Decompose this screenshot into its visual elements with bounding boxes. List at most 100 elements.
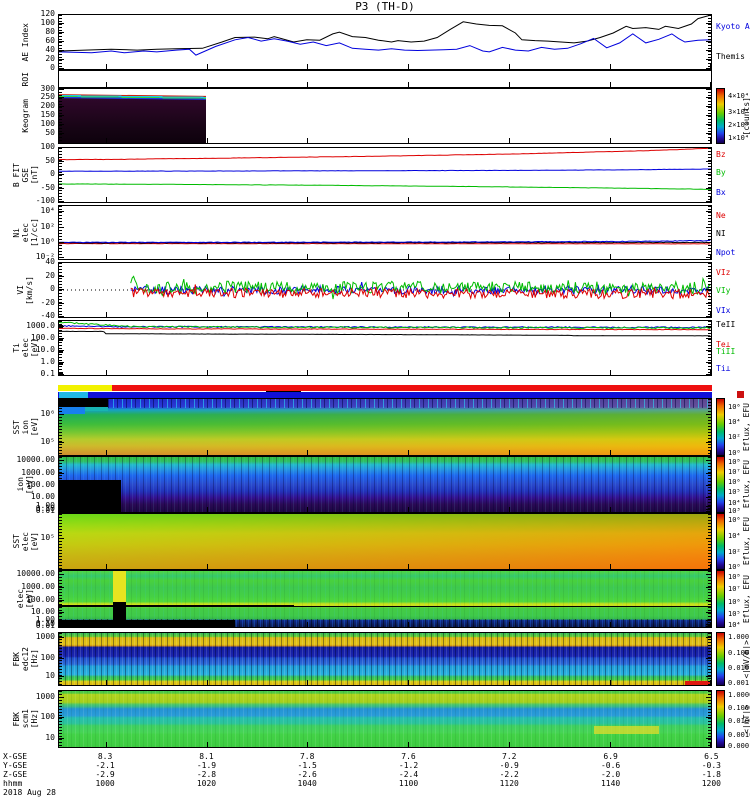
- flag-segment: [58, 392, 712, 398]
- xtick-mark: [710, 742, 712, 747]
- xtick-mark: [408, 622, 410, 627]
- colorbar-tick-label: 2×10⁴: [728, 120, 750, 129]
- ytick-mark: [59, 174, 64, 175]
- colorbar-unit-text: Eflux, EFU: [742, 517, 750, 566]
- ytick-mark: [706, 174, 711, 175]
- ytick-mark: [59, 413, 64, 415]
- axis-value: 6.5: [704, 752, 719, 761]
- ytick-mark: [706, 637, 711, 639]
- xtick-mark: [508, 254, 510, 259]
- sst-electron-spectrogram: [59, 514, 711, 569]
- colorbar-tick-label: 10⁶: [728, 402, 741, 411]
- ytick-mark: [706, 337, 711, 339]
- spectrogram-base: [59, 571, 711, 627]
- ytick-label: 100.0: [30, 332, 55, 342]
- colorbar-unit-text: <|mV/m|>: [742, 639, 750, 679]
- axis-value: -1.9: [196, 761, 217, 770]
- ytick-mark: [59, 716, 64, 718]
- axis-value: 1140: [600, 779, 621, 788]
- ytick-mark: [706, 620, 711, 622]
- ytick-label: 1000.00: [21, 467, 55, 477]
- xtick-mark: [105, 197, 107, 202]
- axis-value: -1.2: [398, 761, 419, 770]
- xtick-mark: [307, 680, 309, 685]
- axis-value: -0.9: [499, 761, 519, 770]
- series-line-teii: [59, 330, 711, 337]
- ytick-mark: [59, 325, 64, 327]
- ytick-mark: [706, 302, 711, 304]
- ytick-label: 10: [45, 671, 55, 681]
- xtick-mark: [408, 450, 410, 455]
- colorbar-tick-label: 10²: [728, 547, 741, 556]
- colorbar-unit-label: <|mV/m|>: [742, 632, 750, 686]
- ytick-mark: [59, 256, 64, 258]
- ytick-mark: [59, 226, 64, 228]
- ytick-mark: [59, 14, 64, 15]
- colorbar-sst-ion: [716, 398, 725, 456]
- ytick-label: -100: [35, 196, 55, 205]
- ytick-mark: [706, 256, 711, 258]
- panel-density: [58, 205, 712, 260]
- series-label-te: Te⊥: [716, 339, 731, 349]
- colorbar-tick-label: 10³: [728, 507, 741, 516]
- ytick-mark: [59, 31, 64, 33]
- data-gap-block: [59, 620, 236, 627]
- series-label-vix: VIx: [716, 306, 731, 316]
- fbk-electric-spectrogram: [59, 633, 711, 685]
- flag-row-config: [58, 385, 712, 391]
- flag-row-mode: [58, 392, 712, 398]
- colorbar-tick-label: 10⁸: [728, 457, 741, 466]
- ytick-mark: [59, 201, 64, 202]
- axis-value: 1020: [196, 779, 217, 788]
- xtick-mark: [105, 138, 107, 143]
- ytick-label: 100: [40, 142, 55, 151]
- series-label-bx: Bx: [716, 187, 726, 197]
- ytick-mark: [59, 89, 64, 91]
- colorbar-tick-label: 10⁶: [728, 597, 741, 606]
- colorbar-tick-label: 10⁴: [728, 621, 741, 630]
- colorbar-esa-elec: [716, 570, 725, 628]
- ytick-label: 1000.00: [21, 581, 55, 591]
- ytick-label: 0.01: [35, 621, 55, 630]
- xtick-mark: [307, 742, 309, 747]
- ytick-mark: [59, 160, 64, 162]
- ytick-label: 20: [45, 270, 55, 280]
- series-line-themisae: [59, 15, 711, 52]
- ytick-mark: [59, 505, 64, 507]
- low-flux-block: [85, 406, 108, 411]
- xtick-mark: [105, 622, 107, 627]
- xtick-mark: [609, 680, 611, 685]
- ytick-mark: [706, 441, 711, 443]
- colorbar-tick-label: 10⁰: [728, 449, 741, 458]
- colorbar-tick-label: 1×10⁴: [728, 134, 750, 143]
- ytick-label: 80: [45, 26, 55, 36]
- keogram-emission-block: [59, 96, 206, 143]
- xtick-mark: [609, 450, 611, 455]
- flux-enhancement-patch: [593, 725, 659, 734]
- ytick-mark: [706, 105, 711, 107]
- xtick-mark: [105, 450, 107, 455]
- data-gap-block: [59, 480, 121, 512]
- series-label-bz: Bz: [716, 150, 726, 160]
- colorbar-keo: [716, 88, 725, 144]
- xtick-mark: [408, 197, 410, 202]
- ytick-mark: [706, 132, 711, 134]
- ytick-mark: [706, 31, 711, 33]
- ytick-mark: [706, 50, 711, 52]
- colorbar-tick-label: 10⁷: [728, 467, 741, 476]
- xtick-mark: [508, 82, 510, 87]
- xtick-mark: [105, 564, 107, 569]
- spacecraft-potential-line: [59, 605, 711, 607]
- ytick-mark: [706, 413, 711, 415]
- fbk-magnetic-spectrogram: [59, 691, 711, 747]
- spectrogram-streak-band: [59, 399, 711, 408]
- series-label-npot: Npot: [716, 247, 736, 257]
- ytick-mark: [706, 737, 711, 739]
- xtick-mark: [710, 64, 712, 69]
- colorbar-unit-label: Eflux, EFU: [742, 570, 750, 628]
- velocity-plot-area: [59, 263, 711, 317]
- ytick-mark: [706, 374, 711, 375]
- ytick-mark: [706, 68, 711, 69]
- ytick-mark: [706, 497, 711, 499]
